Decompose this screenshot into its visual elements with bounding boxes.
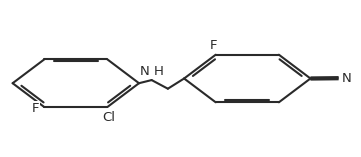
Text: Cl: Cl <box>103 111 116 124</box>
Text: F: F <box>210 39 218 51</box>
Text: F: F <box>31 102 39 115</box>
Text: N: N <box>342 72 352 85</box>
Text: N: N <box>140 65 150 78</box>
Text: H: H <box>153 65 163 78</box>
